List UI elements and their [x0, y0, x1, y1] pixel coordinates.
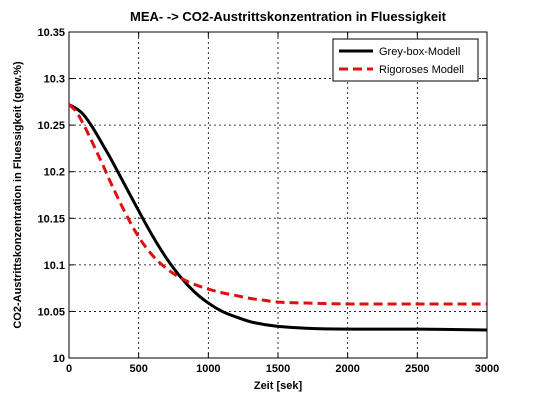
x-tick-label: 1000 [196, 363, 220, 375]
x-tick-label: 3000 [475, 363, 499, 375]
y-tick-label: 10.35 [37, 27, 65, 39]
y-tick-label: 10.3 [44, 74, 65, 86]
legend-entry-1: Grey-box-Modell [379, 46, 460, 58]
x-tick-label: 0 [66, 363, 72, 375]
legend-box [332, 38, 479, 82]
y-tick-label: 10.15 [37, 213, 65, 225]
x-tick-label: 500 [129, 363, 147, 375]
y-tick-label: 10.25 [37, 120, 65, 132]
chart-title: MEA- -> CO2-Austrittskonzentration in Fl… [130, 9, 447, 24]
x-axis-label: Zeit [sek] [254, 380, 303, 392]
y-tick-label: 10.1 [44, 260, 65, 272]
series-line-2 [67, 103, 487, 306]
series-line-1 [68, 103, 488, 332]
axis-ticks: 0 500 1000 1500 2000 2500 3000 10 10.05 10.1 10.15… [37, 27, 499, 375]
y-tick-label: 10 [53, 353, 65, 365]
y-tick-label: 10.05 [37, 306, 65, 318]
series-lines [67, 103, 488, 332]
legend: Grey-box-Modell Rigoroses Modell [332, 38, 479, 82]
y-tick-label: 10.2 [44, 167, 65, 179]
y-axis-label: CO2-Austrittskonzentration in Fluessigke… [12, 61, 24, 329]
x-tick-label: 2000 [335, 363, 359, 375]
x-tick-label: 1500 [266, 363, 290, 375]
x-tick-label: 2500 [405, 363, 429, 375]
legend-entry-2: Rigoroses Modell [379, 64, 464, 76]
